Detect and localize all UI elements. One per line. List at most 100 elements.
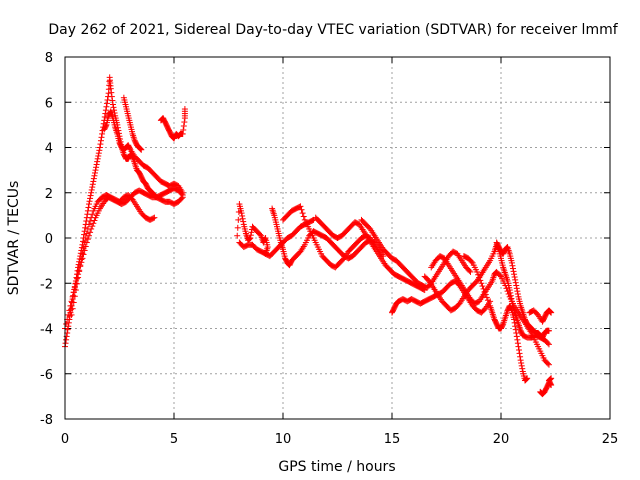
y-tick-label: 4 <box>45 142 53 157</box>
data-point <box>514 290 521 297</box>
data-point <box>512 326 519 333</box>
data-point <box>94 158 101 165</box>
data-point <box>87 218 94 225</box>
data-point <box>109 101 116 108</box>
data-point <box>89 184 96 191</box>
data-point <box>90 175 97 182</box>
data-point <box>69 305 76 312</box>
data-point <box>475 271 482 278</box>
data-point <box>89 181 96 188</box>
plot-frame <box>64 56 611 420</box>
data-point <box>504 288 511 295</box>
data-point <box>108 89 115 96</box>
data-point <box>299 210 306 217</box>
data-point <box>98 134 105 141</box>
data-point <box>545 341 552 348</box>
data-point <box>181 119 188 126</box>
data-point <box>138 146 145 153</box>
data-point <box>66 307 73 314</box>
data-point <box>514 336 521 343</box>
data-point <box>76 268 83 275</box>
data-point <box>85 204 92 211</box>
data-point <box>180 126 187 133</box>
data-point <box>246 236 253 243</box>
data-point <box>548 375 555 382</box>
data-point <box>111 107 118 114</box>
y-tick-label: 2 <box>45 187 53 202</box>
data-point <box>102 107 109 114</box>
data-point <box>309 217 316 224</box>
data-point <box>82 224 89 231</box>
data-point <box>151 214 158 221</box>
data-point <box>481 288 488 295</box>
data-point <box>94 155 101 162</box>
data-point <box>85 221 92 228</box>
data-point <box>483 294 490 301</box>
data-point <box>103 100 110 107</box>
data-point <box>68 311 75 318</box>
data-point <box>499 322 506 329</box>
data-point <box>545 327 552 334</box>
data-point <box>70 299 77 306</box>
data-point <box>96 144 103 151</box>
data-point <box>544 340 551 347</box>
data-point <box>512 279 519 286</box>
data-point <box>513 333 520 340</box>
data-point <box>89 211 96 218</box>
data-point <box>512 323 519 330</box>
data-point <box>518 360 525 367</box>
data-point <box>109 97 116 104</box>
data-point <box>79 250 86 257</box>
data-point <box>514 288 521 295</box>
data-point <box>86 198 93 205</box>
data-point <box>246 235 253 242</box>
data-point <box>479 283 486 290</box>
data-point <box>99 130 106 137</box>
data-point <box>515 343 522 350</box>
data-point <box>88 189 95 196</box>
data-point <box>64 326 71 333</box>
y-tick-label: -2 <box>40 277 53 292</box>
data-point <box>73 275 80 282</box>
data-point <box>502 282 509 289</box>
y-tick-label: 6 <box>45 96 53 111</box>
data-point <box>508 259 515 266</box>
data-point <box>297 203 304 210</box>
y-axis-label: SDTVAR / TECUs <box>6 181 22 296</box>
data-point <box>137 146 144 153</box>
data-point <box>95 150 102 157</box>
data-point <box>63 336 70 343</box>
data-point <box>496 272 503 279</box>
data-point <box>72 287 79 294</box>
data-point <box>247 232 254 239</box>
data-point <box>477 277 484 284</box>
data-point <box>88 186 95 193</box>
data-point <box>90 178 97 185</box>
data-point <box>91 172 98 179</box>
data-point <box>523 375 530 382</box>
data-point <box>476 274 483 281</box>
data-point <box>97 141 104 148</box>
data-point <box>101 113 108 120</box>
data-point <box>238 210 245 217</box>
data-point <box>486 300 493 307</box>
data-point <box>150 215 157 222</box>
data-point <box>96 147 103 154</box>
data-point <box>511 271 518 278</box>
data-point <box>513 330 520 337</box>
data-point <box>93 164 100 171</box>
data-point <box>247 235 254 241</box>
data-point <box>107 85 114 92</box>
data-point <box>510 268 517 275</box>
data-point <box>180 123 187 130</box>
data-point <box>85 201 92 208</box>
data-point <box>87 195 94 202</box>
data-point <box>519 365 526 372</box>
data-point <box>234 224 241 231</box>
data-point <box>513 285 520 292</box>
grid-lines <box>65 57 610 419</box>
data-point <box>516 350 523 357</box>
x-tick-label: 15 <box>384 432 401 447</box>
x-tick-label: 5 <box>170 432 178 447</box>
data-point <box>509 265 516 272</box>
